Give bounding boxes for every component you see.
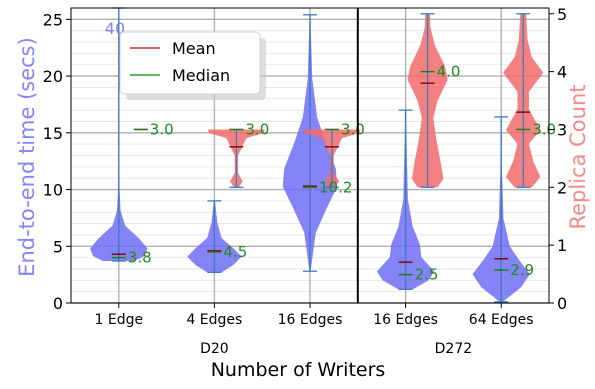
legend-median-label: Median: [172, 66, 230, 85]
x-axis-title: Number of Writers: [211, 359, 386, 381]
x-tick-label: 4 Edges: [186, 312, 242, 328]
dataset-group-label: D272: [435, 341, 473, 357]
right-tick-label: 4: [557, 63, 567, 82]
left-tick-label: 5: [53, 237, 63, 256]
right-tick-label: 1: [557, 236, 567, 255]
right-tick-label: 3: [557, 120, 567, 139]
time-median-label: 3.8: [128, 249, 152, 267]
left-axis-title: End-to-end time (secs): [15, 37, 39, 277]
time-median-label: 4.5: [223, 243, 247, 261]
right-tick-label: 2: [557, 178, 567, 197]
dataset-group-labels: D20 D272: [200, 341, 472, 357]
left-tick-label: 0: [53, 294, 63, 313]
time-median-label: 2.5: [415, 266, 439, 284]
x-tick-label: 64 Edges: [469, 312, 534, 328]
right-axis-title: Replica Count: [566, 84, 590, 229]
left-tick-label: 10: [43, 181, 63, 200]
right-axis-ticks: 0 1 2 3 4 5: [549, 5, 567, 313]
legend-mean-label: Mean: [172, 39, 216, 58]
dataset-group-label: D20: [200, 341, 229, 357]
replica-median-label: 3.0: [532, 120, 556, 138]
x-tick-label: 16 Edges: [373, 312, 438, 328]
value-label-layer: 3.8 40 4.5 10.2 2.5 2.9 3.0 3.0 3.0 4.0 3.0: [105, 19, 556, 284]
left-axis-ticks: 0 5 10 15 20 25: [43, 10, 71, 313]
left-tick-label: 15: [43, 124, 63, 143]
left-tick-label: 20: [43, 67, 63, 86]
legend: Mean Median: [119, 31, 266, 100]
x-tick-label: 16 Edges: [278, 312, 343, 328]
x-tick-label: 1 Edge: [95, 312, 144, 328]
replica-median-label: 3.0: [341, 120, 365, 138]
replica-median-label: 4.0: [437, 63, 461, 81]
violin-layer: [90, 7, 544, 303]
x-axis-ticks: 1 Edge 4 Edges 16 Edges 16 Edges 64 Edges: [95, 303, 534, 328]
time-median-label: 10.2: [319, 178, 352, 196]
replica-median-label: 3.0: [245, 120, 269, 138]
left-tick-label: 25: [43, 10, 63, 29]
time-median-label: 2.9: [510, 261, 534, 279]
replica-median-label: 3.0: [150, 120, 174, 138]
right-tick-label: 0: [557, 294, 567, 313]
outlier-label: 40: [105, 19, 125, 38]
right-tick-label: 5: [557, 5, 567, 24]
